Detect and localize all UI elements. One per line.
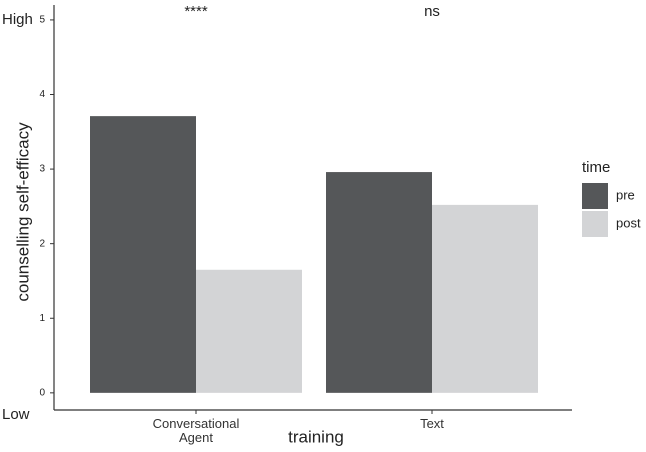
y-tick-label: 3 bbox=[39, 164, 45, 175]
legend-key bbox=[582, 211, 608, 237]
significance-label: ns bbox=[424, 3, 440, 20]
bar bbox=[90, 116, 196, 393]
legend-key bbox=[582, 183, 608, 209]
bar bbox=[326, 172, 432, 393]
legend-label: pre bbox=[616, 187, 635, 202]
y-tick-label: 1 bbox=[39, 313, 45, 324]
y-tick-label: 0 bbox=[39, 387, 45, 398]
x-axis-label: training bbox=[288, 427, 344, 446]
y-tick-label: 5 bbox=[39, 15, 45, 26]
y-tick-label: 2 bbox=[39, 238, 45, 249]
x-tick-label: Text bbox=[420, 416, 444, 431]
y-tick-label: 4 bbox=[39, 89, 45, 100]
bar bbox=[432, 204, 538, 393]
legend-label: post bbox=[616, 215, 641, 230]
significance-label: **** bbox=[184, 3, 208, 20]
y-axis-label: counselling self-efficacy bbox=[13, 122, 32, 302]
y-annotation: Low bbox=[2, 406, 30, 423]
y-annotation: High bbox=[2, 11, 33, 28]
bar bbox=[196, 269, 302, 393]
x-tick-label: Conversational Agent bbox=[152, 416, 240, 445]
legend-title: time bbox=[582, 159, 610, 176]
